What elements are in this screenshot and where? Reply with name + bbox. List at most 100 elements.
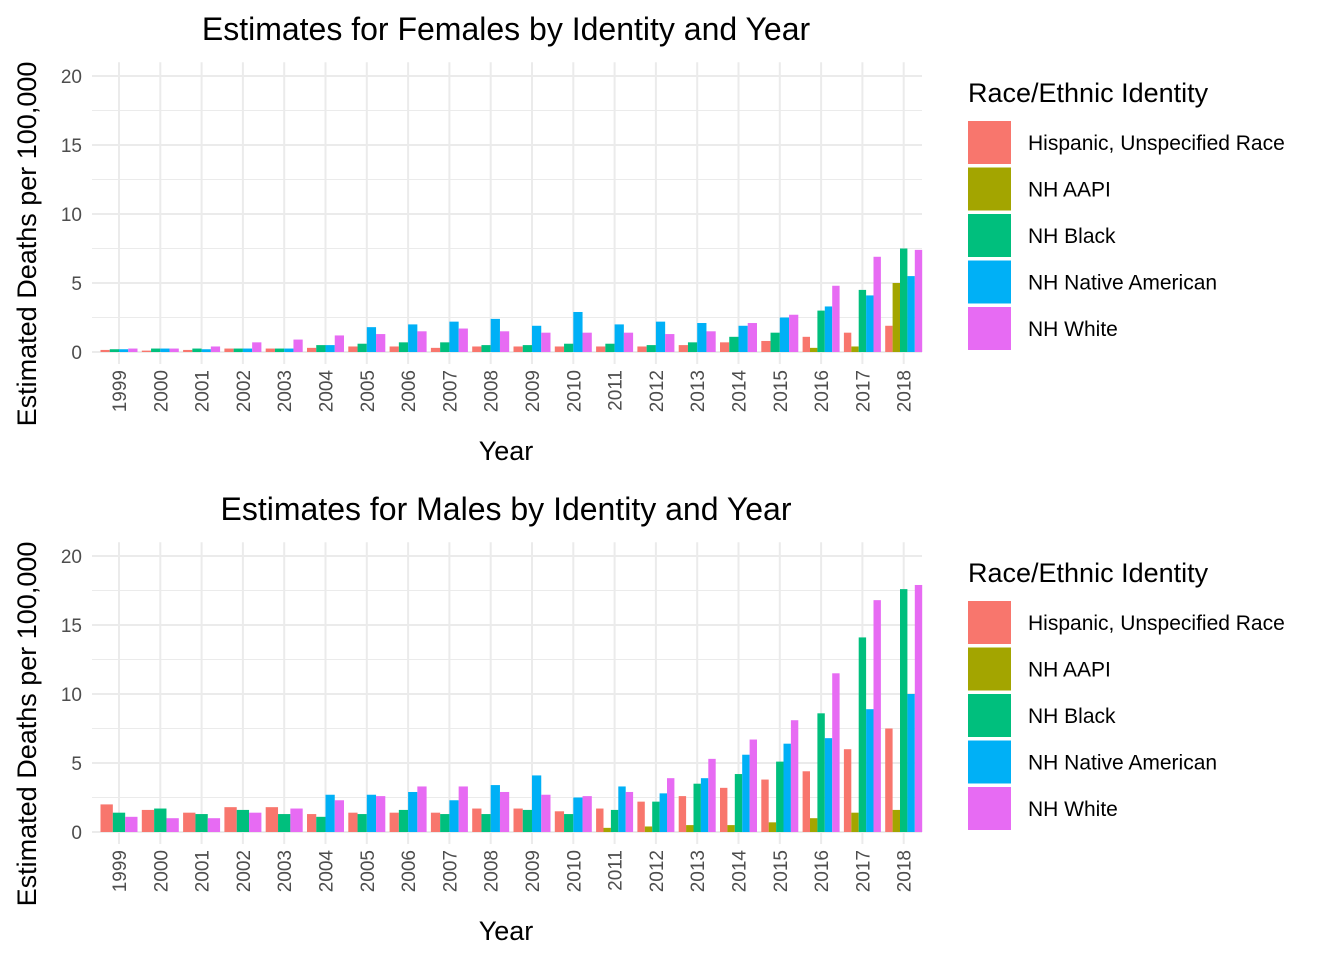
legend-key [968,740,1011,784]
bar [192,348,202,352]
bar [783,743,791,832]
bar [490,785,500,832]
legend-label: NH Black [1028,225,1116,248]
y-tick-label: 10 [61,205,82,226]
bar [490,318,500,352]
bar [334,335,344,352]
x-tick-label: 2015 [771,370,792,412]
legend-key [968,601,1011,644]
bar [614,324,624,352]
bar [693,783,701,832]
bar [307,814,317,832]
x-tick-label: 2004 [317,370,338,413]
bar [892,809,900,832]
bar [843,332,852,352]
bar [366,794,377,832]
bar [610,809,619,832]
bar [858,637,867,832]
y-tick-label: 10 [61,685,82,706]
bar [458,328,468,352]
bar [408,324,418,352]
x-tick-label: 2011 [606,370,627,411]
bar [892,283,900,352]
bar [265,348,275,352]
bar [398,342,409,352]
bar [858,289,867,352]
x-tick-label: 2001 [193,370,214,412]
bar [749,739,757,832]
bar [907,276,915,352]
legend-label: NH Native American [1028,752,1217,775]
bar [183,349,193,352]
bar [824,738,833,832]
bar [154,808,167,832]
bar [325,345,335,352]
bar [678,796,687,832]
bar [513,346,523,352]
bar [389,812,399,832]
bar [720,787,728,832]
bar [914,249,923,352]
bar [832,285,840,352]
x-axis-label: Year [479,436,534,466]
bar [532,325,542,352]
bar [652,801,660,832]
bar [522,809,532,832]
bar [603,827,611,832]
bar [618,786,626,832]
x-tick-label: 2017 [853,850,874,892]
bar [802,336,810,352]
bar [357,814,367,832]
bar [789,314,799,352]
bar [554,811,565,832]
bar [697,323,707,352]
x-tick-label: 2017 [853,370,874,412]
bar [625,791,634,832]
bar [747,323,757,352]
x-tick-label: 2007 [440,850,461,892]
bar [109,349,119,352]
bar [201,349,211,352]
bar [790,720,799,832]
legend-label: NH AAPI [1028,659,1111,682]
bar [499,331,510,352]
bar [325,794,335,832]
legend-key [968,167,1011,211]
x-tick-label: 2013 [688,850,709,892]
bar [596,808,604,832]
bar [824,306,833,352]
bar [151,348,161,352]
y-tick-label: 20 [61,67,82,88]
bar [224,348,234,352]
legend-label: NH White [1028,798,1118,821]
bar [472,808,482,832]
bar [398,809,409,832]
bar [112,812,126,832]
bar [734,774,743,832]
bar [810,818,818,832]
bar [776,761,784,832]
bar [832,673,840,832]
bar [472,346,482,352]
x-tick-label: 2011 [606,850,627,891]
bar [160,348,170,352]
bar [430,812,441,832]
bar [376,796,386,832]
x-tick-label: 2014 [730,850,751,893]
bar [522,345,532,352]
bar [637,346,647,352]
bar [252,342,262,352]
y-tick-label: 0 [71,343,82,364]
x-tick-label: 2018 [895,370,916,412]
x-tick-label: 2007 [440,370,461,412]
bar [195,814,208,832]
bar [596,346,606,352]
x-tick-label: 2016 [812,370,833,412]
bar [761,779,769,832]
bar [742,754,750,832]
bar [817,713,825,832]
bar [357,343,367,352]
bar [290,808,303,832]
legend-title: Race/Ethnic Identity [968,558,1209,588]
bar [541,794,551,832]
